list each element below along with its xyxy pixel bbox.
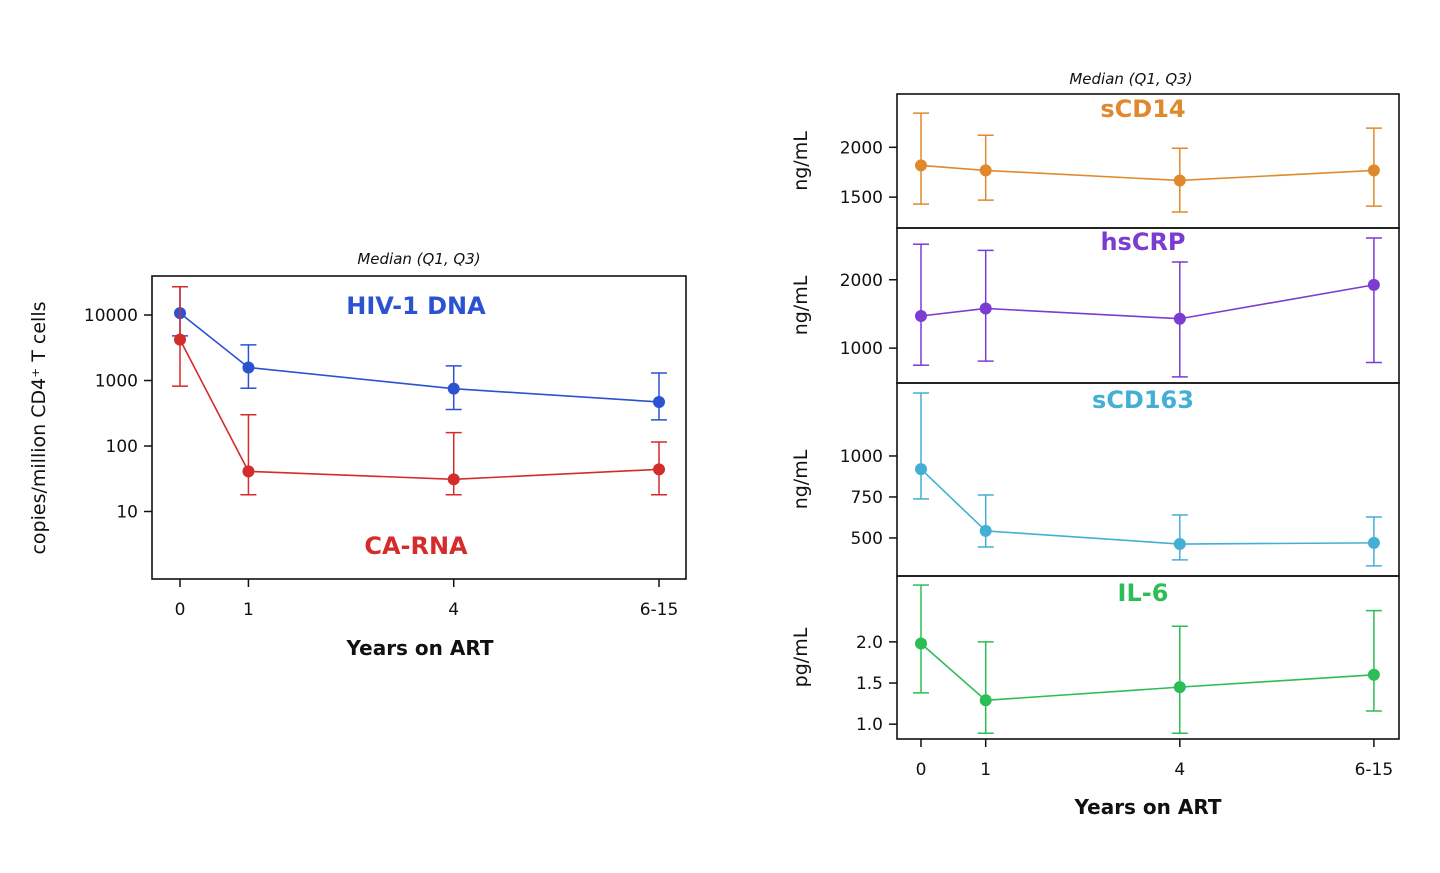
series-1-point — [447, 473, 460, 486]
x-axis-title: Years on ART — [345, 636, 493, 660]
series-1-point — [653, 463, 666, 476]
y-tick-label: 1000 — [840, 339, 883, 359]
series-1-line — [179, 339, 660, 481]
y-axis-title: ng/mL — [790, 131, 812, 191]
series-0-point — [447, 382, 460, 395]
panel-il-6: 1.0 1.5 2.0 pg/mL IL-6 — [790, 575, 1400, 740]
x-tick-label: 6-15 — [1355, 760, 1394, 780]
y-axis-title: ng/mL — [790, 275, 812, 335]
series-il-6-line — [920, 642, 1374, 702]
series-hscrp-point — [1173, 312, 1186, 325]
series-scd163-line — [920, 468, 1374, 545]
x-axis-title: Years on ART — [1073, 795, 1221, 819]
series-scd163-point — [915, 463, 927, 476]
series-label-ca-rna: CA-RNA — [364, 532, 468, 560]
series-scd163-point — [1173, 538, 1186, 551]
series-hscrp-point — [915, 309, 927, 322]
y-axis-title: pg/mL — [790, 627, 812, 687]
series-scd14-point — [915, 159, 927, 172]
series-1-point — [242, 465, 255, 478]
series-il-6-point — [1173, 681, 1186, 694]
y-tick-label: 750 — [851, 488, 883, 508]
right-chart: Median (Q1, Q3)15002000ng/mLsCD141000200… — [790, 70, 1400, 819]
series-0-point — [242, 361, 255, 374]
series-scd163-point — [979, 524, 992, 537]
panel-label: hsCRP — [1100, 228, 1185, 256]
plot-frame — [151, 275, 687, 580]
series-hscrp-point — [1367, 278, 1380, 291]
series-0-point — [653, 395, 666, 408]
series-scd14-line — [920, 164, 1374, 182]
x-tick-label: 4 — [1174, 760, 1185, 780]
y-tick-label: 500 — [851, 529, 883, 549]
series-hscrp-point — [979, 302, 992, 315]
y-tick-label: 10000 — [84, 306, 138, 326]
panel-frame — [896, 575, 1400, 740]
panel-scd14: 1500 2000 ng/mL sCD14 — [790, 93, 1400, 229]
x-tick-label: 1 — [243, 600, 254, 620]
y-tick-label: 1000 — [840, 447, 883, 467]
series-1-point — [174, 333, 186, 346]
left-chart: Median (Q1, Q3) 10 100 1000 10000 0 1 4 6-15 Year… — [28, 250, 687, 660]
y-tick-label: 1.5 — [856, 674, 883, 694]
y-tick-label: 1500 — [840, 188, 883, 208]
y-tick-label: 100 — [106, 437, 138, 457]
series-il-6-point — [979, 694, 992, 707]
panel-label: sCD163 — [1092, 386, 1194, 414]
y-tick-label: 1.0 — [856, 715, 883, 735]
y-axis-title: ng/mL — [790, 449, 812, 509]
x-tick-label: 6-15 — [640, 600, 679, 620]
y-tick-label: 2.0 — [856, 633, 883, 653]
series-scd14-point — [979, 164, 992, 177]
panel-label: IL-6 — [1118, 579, 1169, 607]
series-scd14-point — [1173, 174, 1186, 187]
series-label-hiv-dna: HIV-1 DNA — [346, 292, 486, 320]
panel-scd163: 500 750 1000 ng/mL sCD163 — [790, 382, 1400, 577]
x-tick-label: 1 — [980, 760, 991, 780]
y-tick-label: 1000 — [95, 372, 138, 392]
x-tick-label: 0 — [175, 600, 186, 620]
y-tick-label: 2000 — [840, 271, 883, 291]
y-axis-title: copies/million CD4⁺ T cells — [28, 301, 50, 554]
series-il-6-point — [1367, 668, 1380, 681]
chart-title: Median (Q1, Q3) — [1069, 70, 1192, 88]
series-scd14-point — [1367, 164, 1380, 177]
x-tick-label: 0 — [916, 760, 927, 780]
chart-title: Median (Q1, Q3) — [357, 250, 480, 268]
series-scd163-point — [1367, 536, 1380, 549]
series-hscrp-line — [920, 284, 1375, 320]
panel-label: sCD14 — [1100, 95, 1185, 123]
series-0-line — [179, 312, 660, 403]
panel-hscrp: 1000 2000 ng/mL hsCRP — [790, 227, 1400, 384]
y-tick-label: 2000 — [840, 138, 883, 158]
series-il-6-point — [915, 637, 927, 650]
x-tick-label: 4 — [448, 600, 459, 620]
y-tick-label: 10 — [116, 503, 138, 523]
